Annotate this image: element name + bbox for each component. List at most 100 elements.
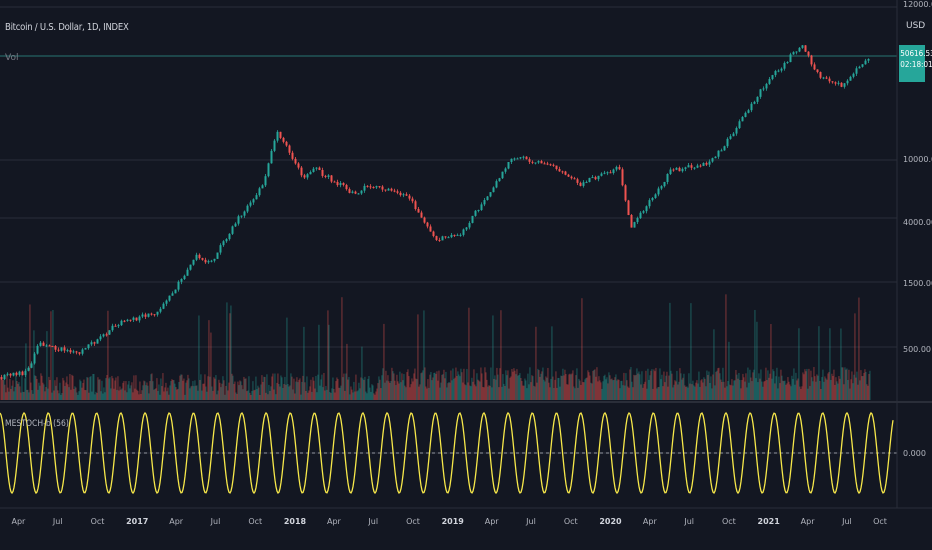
volume-bar: [557, 377, 559, 400]
volume-bar: [456, 376, 458, 400]
volume-bar: [124, 390, 126, 400]
volume-bar: [616, 380, 618, 400]
candle-body: [183, 275, 186, 280]
volume-bar: [608, 372, 610, 400]
volume-bar: [17, 383, 19, 400]
volume-bar: [615, 374, 617, 400]
time-axis[interactable]: Apr Jul Oct 2017 Apr Jul Oct 2018 Apr Jul Oct 2019 A…: [11, 517, 886, 526]
volume-bar: [249, 392, 251, 400]
volume-bar: [534, 386, 536, 400]
volume-bar: [856, 371, 858, 400]
candle-body: [624, 185, 627, 201]
volume-bar: [474, 384, 476, 400]
volume-bar: [684, 385, 686, 400]
volume-bar: [47, 388, 49, 400]
candle-body: [24, 370, 27, 376]
volume-bar: [256, 389, 258, 400]
volume-bar: [369, 387, 371, 400]
candle-body: [780, 68, 783, 71]
volume-bar: [716, 370, 718, 400]
volume-bar: [281, 377, 283, 400]
volume-bar: [494, 375, 496, 400]
candle-body: [249, 202, 252, 206]
volume-bar: [452, 368, 454, 400]
candle-body: [582, 182, 585, 186]
volume-bar: [428, 387, 430, 400]
symbol-title[interactable]: Bitcoin / U.S. Dollar, 1D, INDEX: [5, 22, 129, 33]
candle-body: [861, 64, 864, 67]
volume-bar: [483, 387, 485, 400]
candle-body: [102, 334, 105, 337]
volume-bar: [851, 371, 853, 400]
volume-bar: [808, 368, 810, 400]
volume-bar: [189, 388, 191, 400]
volume-bar: [838, 376, 840, 400]
volume-bar: [836, 381, 838, 400]
volume-bar: [429, 374, 431, 400]
volume-bar: [564, 369, 566, 400]
volume-bar: [165, 382, 167, 400]
volume-bar: [438, 370, 440, 400]
price-axis[interactable]: 12000.00 10000.00 4000.00 1500.00 500.00…: [903, 0, 932, 458]
volume-bar: [405, 387, 407, 400]
volume-bar: [742, 373, 744, 400]
volume-bar: [247, 390, 249, 400]
volume-bar: [425, 386, 427, 400]
volume-bar: [254, 389, 256, 400]
volume-bar: [131, 382, 133, 400]
volume-bar: [251, 390, 253, 400]
indicator-label[interactable]: MESTOCH-b (56): [5, 419, 69, 429]
volume-bar: [209, 376, 211, 400]
volume-bar: [639, 374, 641, 400]
candle-body: [699, 165, 702, 167]
volume-bar: [353, 381, 355, 400]
volume-bar: [92, 373, 94, 400]
volume-bar: [329, 392, 331, 400]
volume-bar: [535, 326, 537, 400]
candle-body: [489, 192, 492, 197]
currency-label[interactable]: USD: [906, 21, 926, 31]
volume-bar: [170, 381, 172, 400]
candle-body: [603, 172, 606, 174]
candle-body: [798, 47, 801, 52]
candle-body: [768, 79, 771, 84]
volume-bar: [803, 374, 805, 400]
volume-bar: [192, 381, 194, 400]
price-candles[interactable]: [0, 44, 870, 381]
candle-body: [654, 194, 657, 198]
time-axis-label: Jul: [525, 517, 536, 526]
volume-bar: [544, 381, 546, 400]
candle-body: [855, 68, 858, 74]
volume-bar: [723, 381, 725, 400]
volume-bar: [380, 388, 382, 400]
volume-bar: [536, 382, 538, 400]
volume-bar: [527, 373, 529, 400]
volume-label[interactable]: Vol: [5, 53, 19, 63]
volume-bar: [163, 391, 165, 400]
volume-bar: [585, 378, 587, 400]
candle-body: [192, 259, 195, 265]
volume-bar: [665, 375, 667, 400]
volume-bar: [637, 373, 639, 400]
candle-body: [561, 171, 564, 173]
candle-body: [72, 351, 75, 353]
volume-bar: [421, 372, 423, 400]
candle-body: [225, 239, 228, 242]
volume-bar: [667, 386, 669, 400]
volume-bar: [745, 373, 747, 400]
candle-body: [810, 55, 813, 65]
volume-bar: [290, 373, 292, 400]
volume-bar: [275, 394, 277, 400]
volume-bar: [345, 373, 347, 400]
candle-body: [393, 190, 396, 192]
candle-body: [438, 239, 441, 241]
volume-bar: [589, 375, 591, 400]
candle-body: [12, 372, 15, 376]
volume-bar: [336, 377, 338, 400]
volume-bar: [449, 382, 451, 400]
volume-bar: [28, 392, 30, 400]
volume-bar: [492, 315, 494, 400]
candle-body: [864, 60, 867, 65]
candle-body: [369, 186, 372, 188]
